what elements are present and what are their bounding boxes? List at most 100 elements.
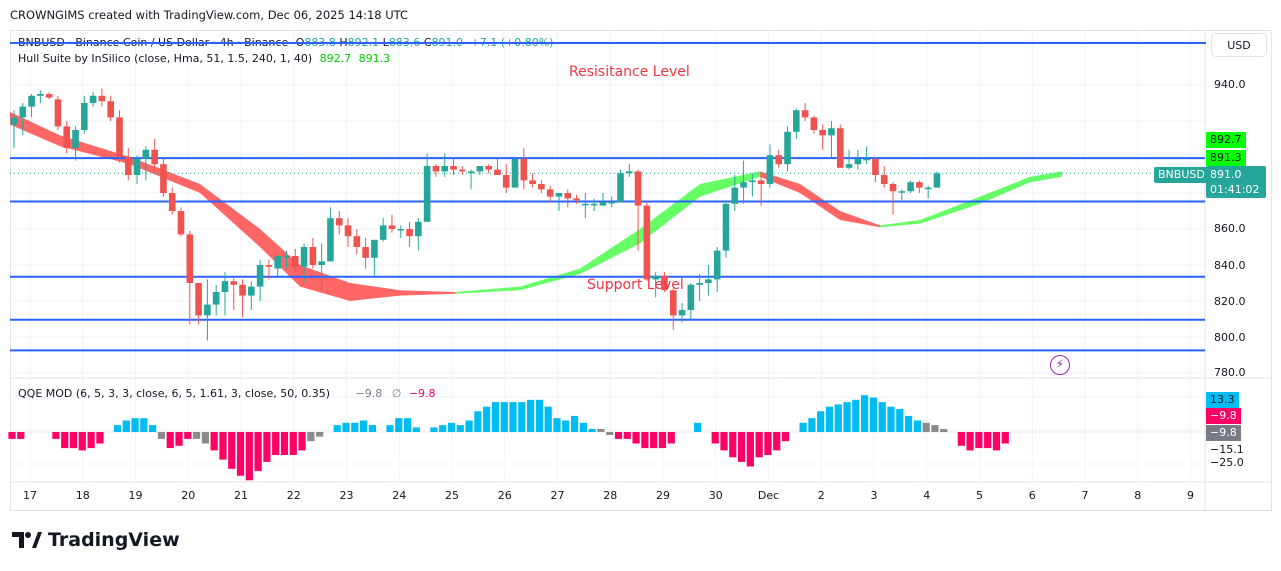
- hull-value-2: 891.3: [358, 52, 391, 65]
- candle: [740, 182, 747, 188]
- qqe-bar: [245, 432, 253, 481]
- qqe-bar: [553, 418, 561, 432]
- time-tick: 8: [1134, 489, 1142, 502]
- qqe-bar: [316, 432, 324, 437]
- qqe-bar: [17, 432, 25, 439]
- qqe-bar: [439, 425, 447, 432]
- qqe-bar: [746, 432, 754, 467]
- qqe-bar: [456, 425, 464, 432]
- qqe-bar: [781, 432, 790, 442]
- qqe-bar: [904, 415, 913, 432]
- qqe-bar: [149, 425, 157, 432]
- candle: [907, 182, 914, 192]
- qqe-value-2: −9.8: [408, 387, 436, 400]
- qqe-bar: [219, 432, 227, 460]
- qqe-bar: [737, 432, 746, 462]
- qqe-bar: [8, 432, 16, 439]
- candle: [300, 247, 308, 267]
- qqe-bar: [650, 432, 658, 449]
- candle: [573, 198, 580, 201]
- qqe-bar: [351, 422, 359, 432]
- candle: [124, 157, 132, 175]
- qqe-bar: [166, 432, 174, 449]
- candle: [318, 261, 325, 265]
- time-tick: 19: [128, 489, 143, 502]
- candle: [529, 180, 536, 184]
- candle: [661, 275, 668, 291]
- tradingview-logo-icon: [12, 532, 42, 548]
- qqe-bar: [887, 406, 895, 432]
- candle: [177, 211, 185, 235]
- candle: [265, 265, 273, 267]
- candle: [168, 193, 176, 211]
- tradingview-wordmark: TradingView: [48, 529, 180, 551]
- qqe-bar: [720, 432, 728, 451]
- candle: [626, 171, 633, 174]
- candle: [538, 184, 545, 190]
- time-tick: 4: [923, 489, 931, 502]
- candle: [142, 149, 150, 159]
- candle: [643, 205, 651, 280]
- time-tick: 27: [550, 489, 565, 502]
- qqe-bar: [535, 399, 543, 432]
- candle: [221, 281, 229, 292]
- time-tick: 5: [976, 489, 983, 502]
- qqe-bar: [878, 402, 886, 432]
- tradingview-logo: TradingView: [12, 529, 180, 551]
- qqe-bar: [694, 422, 702, 432]
- price-tick: 800.0: [1214, 331, 1246, 344]
- qqe-bar: [764, 432, 772, 455]
- candle: [916, 182, 923, 188]
- qqe-title[interactable]: QQE MOD (6, 5, 3, 3, close, 6, 5, 1.61, …: [18, 387, 331, 400]
- candle: [687, 284, 695, 310]
- qqe-bar: [992, 432, 1001, 451]
- candle: [828, 128, 835, 136]
- candle: [467, 171, 475, 174]
- lightning-event-icon[interactable]: ⚡: [1050, 355, 1070, 375]
- candle: [836, 128, 844, 168]
- candle: [889, 184, 897, 192]
- hull-value-1: 892.7: [319, 52, 352, 65]
- qqe-bar: [773, 432, 781, 451]
- candle: [555, 193, 563, 197]
- candle: [854, 158, 862, 165]
- price-tick: 820.0: [1214, 295, 1246, 308]
- candle: [195, 283, 202, 316]
- qqe-bar: [333, 425, 341, 432]
- resistance-top-line[interactable]: [10, 42, 1206, 44]
- candle: [793, 110, 800, 132]
- current-price: 891.0: [1210, 168, 1242, 181]
- qqe-bar: [544, 406, 552, 432]
- qqe-bar: [465, 420, 473, 432]
- level-label-875: 875.3: [1210, 199, 1242, 212]
- candle: [72, 130, 79, 148]
- candle: [696, 283, 703, 285]
- candle: [775, 155, 783, 165]
- qqe-bar: [192, 432, 201, 439]
- candle: [116, 117, 123, 157]
- resistance-annotation: Resisitance Level: [569, 64, 690, 80]
- candle: [590, 203, 598, 206]
- candle: [520, 158, 528, 181]
- candle: [766, 155, 774, 184]
- candle: [397, 229, 405, 231]
- candle: [652, 275, 659, 280]
- qqe-bar: [799, 422, 807, 432]
- qqe-bar: [527, 399, 535, 432]
- qqe-bar: [280, 432, 289, 455]
- candle: [546, 189, 554, 197]
- level-label-833: 833.5: [1210, 271, 1242, 284]
- qqe-bar: [975, 432, 983, 449]
- current-price-label: 891.0 01:41:02: [1206, 166, 1266, 198]
- qqe-sep: ∅: [391, 387, 402, 400]
- qqe-bar: [254, 432, 262, 472]
- candle: [705, 279, 712, 283]
- price-tick: 780.0: [1214, 366, 1246, 379]
- hull-title[interactable]: Hull Suite by InSilico (close, Hma, 51, …: [18, 52, 313, 65]
- qqe-bar: [940, 429, 948, 432]
- candle: [89, 95, 97, 103]
- qqe-bar: [184, 432, 192, 439]
- candle: [722, 203, 730, 251]
- currency-button[interactable]: USD: [1211, 33, 1267, 57]
